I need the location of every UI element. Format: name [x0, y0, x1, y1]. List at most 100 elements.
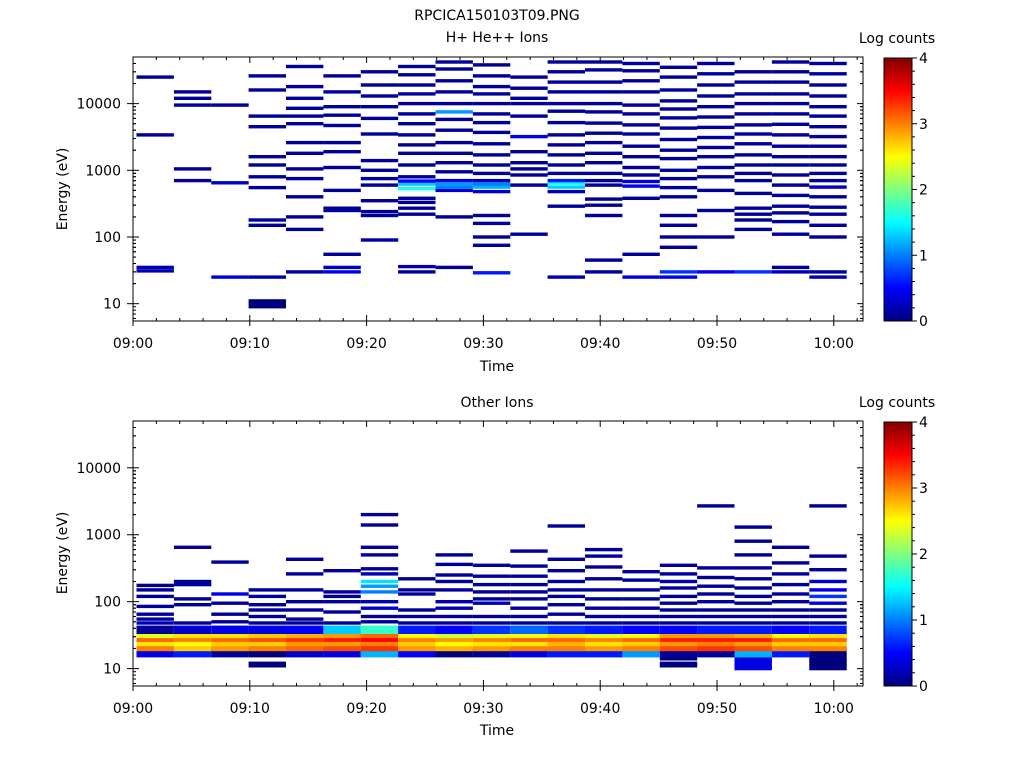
- energy-bin: [398, 101, 436, 106]
- colorbar-tick-label: 3: [919, 117, 928, 133]
- energy-bin: [697, 235, 735, 239]
- energy-bin: [585, 183, 623, 187]
- energy-bin: [734, 112, 772, 116]
- energy-bin: [510, 167, 548, 171]
- energy-bin: [659, 661, 698, 665]
- energy-bin: [809, 125, 847, 129]
- band-cell: [360, 649, 399, 658]
- energy-bin: [173, 96, 212, 100]
- energy-bin: [286, 227, 324, 232]
- band-cell: [472, 637, 511, 647]
- energy-bin: [435, 573, 473, 577]
- energy-bin: [585, 101, 623, 106]
- energy-bin: [286, 617, 324, 621]
- energy-bin: [360, 620, 399, 624]
- band-cell: [734, 642, 772, 652]
- energy-bin: [809, 270, 847, 274]
- band-cell: [248, 649, 286, 658]
- colorbar-tick-label: 0: [919, 314, 928, 330]
- energy-bin: [585, 80, 623, 84]
- energy-bin: [398, 179, 436, 183]
- energy-bin: [286, 176, 324, 181]
- energy-bin: [286, 140, 324, 145]
- energy-bin: [771, 545, 810, 549]
- energy-bin: [547, 90, 585, 94]
- energy-bin: [398, 73, 436, 77]
- energy-bin: [323, 165, 361, 170]
- energy-bin: [585, 258, 623, 262]
- energy-bin: [697, 608, 735, 612]
- energy-bin: [472, 171, 511, 176]
- band-cell: [248, 625, 286, 634]
- energy-bin: [286, 64, 324, 69]
- band-cell: [659, 649, 698, 658]
- energy-bin: [585, 171, 623, 176]
- energy-bin: [248, 305, 286, 309]
- energy-bin: [734, 153, 772, 157]
- energy-bin: [211, 181, 249, 185]
- energy-bin: [286, 215, 324, 219]
- energy-bin: [734, 142, 772, 146]
- energy-bin: [622, 112, 660, 116]
- energy-bin: [510, 597, 548, 601]
- energy-bin: [697, 72, 735, 76]
- energy-bin: [622, 570, 660, 574]
- energy-bin: [622, 597, 660, 601]
- energy-bin: [771, 204, 810, 208]
- band-cell: [585, 649, 623, 658]
- spectrogram-cells: [136, 60, 847, 309]
- energy-bin: [510, 621, 548, 625]
- colorbar-tick-label: 4: [919, 415, 928, 431]
- band-cell: [809, 642, 847, 652]
- colorbar-ticks: 0 1 2 3 4: [912, 415, 928, 695]
- energy-bin: [547, 120, 585, 125]
- energy-bin: [734, 212, 772, 216]
- energy-bin: [771, 592, 810, 596]
- band-cell: [398, 637, 436, 647]
- energy-bin: [472, 163, 511, 167]
- energy-bin: [659, 245, 698, 249]
- energy-bin: [585, 270, 623, 274]
- panel-title: H+ He++ Ions: [446, 30, 549, 46]
- energy-bin: [809, 163, 847, 167]
- energy-bin: [435, 79, 473, 83]
- energy-bin: [734, 92, 772, 96]
- energy-bin: [809, 171, 847, 176]
- energy-bin: [360, 105, 399, 109]
- energy-bin: [211, 620, 249, 624]
- energy-bin: [734, 586, 772, 590]
- colorbar-tick-label: 2: [919, 547, 928, 563]
- energy-bin: [435, 553, 473, 557]
- y-tick-label: 1000: [85, 528, 121, 544]
- energy-bin: [697, 145, 735, 150]
- energy-bin: [734, 525, 772, 529]
- energy-bin: [398, 621, 436, 625]
- energy-bin: [435, 600, 473, 604]
- band-cell: [435, 649, 473, 658]
- energy-bin: [809, 664, 847, 668]
- energy-bin: [211, 601, 249, 605]
- energy-bin: [771, 155, 810, 159]
- energy-bin: [360, 553, 399, 557]
- energy-bin: [697, 566, 735, 570]
- energy-bin: [659, 270, 698, 274]
- energy-bin: [771, 270, 810, 274]
- energy-bin: [286, 572, 324, 576]
- band-cell: [809, 637, 847, 647]
- energy-bin: [248, 661, 286, 665]
- energy-bin: [547, 185, 585, 189]
- energy-bin: [510, 150, 548, 154]
- energy-bin: [510, 86, 548, 90]
- energy-bin: [323, 590, 361, 594]
- band-cell: [809, 625, 847, 634]
- energy-bin: [323, 621, 361, 625]
- band-cell: [323, 649, 361, 658]
- energy-bin: [809, 614, 847, 619]
- band-cell: [734, 637, 772, 647]
- energy-bin: [286, 167, 324, 171]
- y-tick-label: 10000: [76, 97, 121, 113]
- x-tick-label: 09:20: [346, 701, 386, 717]
- energy-bin: [360, 238, 399, 242]
- energy-bin: [435, 579, 473, 584]
- energy-bin: [360, 132, 399, 136]
